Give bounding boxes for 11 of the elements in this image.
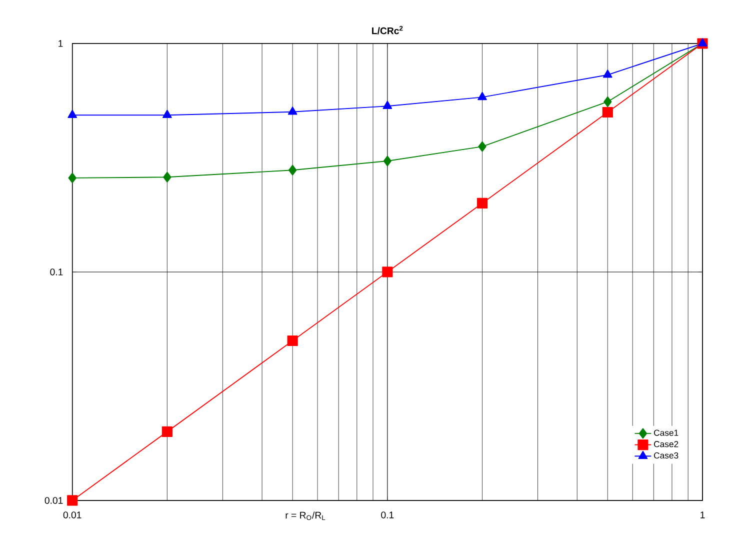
legend-label: Case3 (654, 452, 678, 459)
x-tick-label: 1 (700, 512, 705, 518)
x-axis-title: r = R$_{O}$/R$_{L}$ (286, 512, 326, 520)
y-tick-label: 0.1 (50, 268, 63, 276)
x-tick-label: 0.1 (381, 512, 394, 519)
chart-title: L/CRc$^{2}$ (372, 26, 403, 34)
legend-label: Case2 (654, 441, 678, 448)
y-tick-label: 1 (58, 40, 63, 47)
legend-label: Case1 (654, 430, 678, 436)
y-tick-label: 0.01 (44, 497, 63, 504)
x-tick-label: 0.01 (63, 512, 82, 519)
